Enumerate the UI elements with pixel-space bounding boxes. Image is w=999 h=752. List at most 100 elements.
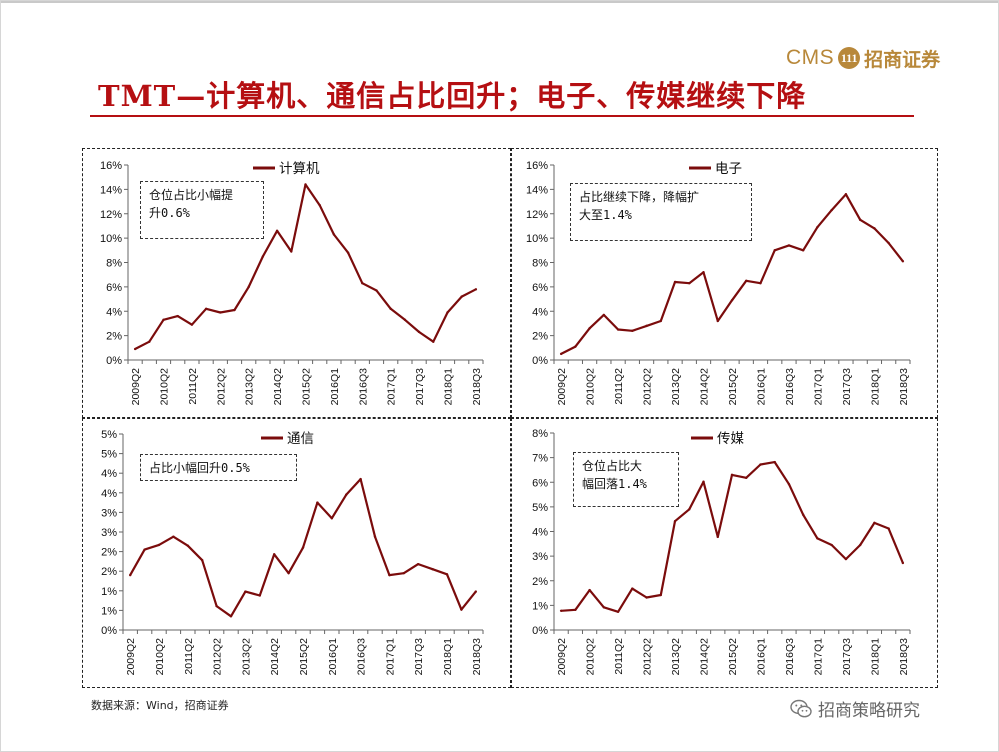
y-tick-label: 1% [532, 600, 548, 612]
y-tick-label: 2% [532, 331, 548, 343]
chart-computer: 0% 2% 4% 6% 8% 10% 12% 14% 16% 2009Q2 2010Q2 2011Q2… [100, 160, 484, 406]
top-rule [0, 0, 999, 3]
y-tick-label: 2% [532, 576, 548, 588]
data-point [148, 340, 151, 343]
data-point [244, 590, 247, 593]
y-tick-label: 1% [101, 605, 117, 617]
data-point [816, 225, 819, 229]
y-tick-label: 4% [101, 488, 117, 500]
data-point [816, 537, 819, 540]
title-underline [90, 115, 914, 117]
data-point [301, 546, 305, 549]
data-point [773, 249, 776, 252]
data-point [157, 543, 161, 547]
data-point [388, 573, 391, 577]
data-point [787, 244, 791, 247]
x-tick-label: 2017Q1 [384, 638, 396, 676]
chart-panel-computer: 0% 2% 4% 6% 8% 10% 12% 14% 16% 2009Q2 2010Q2 2011Q2… [82, 148, 511, 418]
y-tick-label: 8% [532, 428, 548, 440]
y-tick-label: 3% [101, 527, 117, 539]
chart-panel-electronics: 0% 2% 4% 6% 8% 10% 12% 14% 16% 2009Q2 2010Q2 2011Q2… [511, 148, 938, 418]
data-point [261, 255, 265, 258]
x-tick-label: 2011Q2 [613, 368, 625, 405]
x-tick-label: 2011Q2 [183, 638, 195, 675]
data-point [802, 249, 805, 252]
data-point [602, 313, 606, 317]
data-point [659, 319, 662, 323]
data-point [631, 329, 634, 332]
data-point [887, 241, 890, 245]
data-point [129, 573, 132, 577]
y-tick-label: 12% [526, 209, 548, 221]
data-point [616, 610, 620, 613]
data-point [304, 183, 307, 186]
x-tick-label: 2012Q2 [215, 368, 227, 406]
data-point [359, 477, 362, 481]
data-point [162, 318, 165, 321]
x-tick-label: 2018Q3 [898, 638, 910, 676]
x-tick-label: 2011Q2 [613, 638, 625, 675]
data-point [773, 460, 776, 464]
x-tick-label: 2015Q2 [727, 638, 739, 676]
data-point [901, 561, 905, 565]
x-tick-label: 2018Q1 [869, 368, 881, 406]
data-point [673, 280, 677, 284]
x-tick-label: 2014Q2 [269, 638, 281, 676]
data-point [402, 571, 405, 575]
data-point [830, 543, 833, 547]
data-point [373, 535, 377, 538]
data-point [460, 295, 463, 298]
x-tick-label: 2018Q3 [471, 368, 483, 406]
data-point [219, 311, 222, 314]
data-point [275, 229, 279, 233]
x-tick-label: 2011Q2 [187, 368, 199, 405]
y-tick-label: 2% [101, 547, 117, 559]
x-tick-label: 2017Q1 [812, 638, 824, 676]
x-tick-label: 2018Q1 [869, 638, 881, 676]
data-point [574, 608, 577, 612]
data-point [133, 347, 137, 351]
x-tick-label: 2016Q3 [784, 638, 796, 676]
x-tick-label: 2010Q2 [585, 368, 597, 406]
chart-panel-telecom: 0% 1% 1% 2% 2% 3% 3% 4% 4% 5% 5% 2009Q2 2010Q2 2011Q2… [82, 418, 511, 688]
chart-electronics: 0% 2% 4% 6% 8% 10% 12% 14% 16% 2009Q2 2010Q2 2011Q2… [526, 160, 911, 406]
page-title: TMT—计算机、通信占比回升；电子、传媒继续下降 [98, 79, 807, 113]
data-point [361, 282, 364, 285]
x-tick-label: 2016Q1 [755, 368, 767, 406]
data-point [229, 615, 233, 618]
data-point [201, 559, 204, 562]
data-point [186, 544, 189, 547]
x-tick-label: 2017Q3 [841, 368, 853, 406]
chart-media: 0% 1% 2% 3% 4% 5% 6% 7% 8% 2009Q2 2010Q2 2011Q2 2012… [532, 428, 911, 676]
y-tick-label: 16% [100, 160, 122, 172]
x-tick-label: 2016Q3 [356, 638, 368, 676]
data-point [716, 319, 719, 323]
y-tick-label: 0% [532, 625, 548, 637]
y-tick-label: 7% [532, 453, 548, 465]
data-point [290, 250, 293, 253]
data-point [287, 571, 290, 575]
data-point [190, 323, 194, 326]
x-tick-label: 2017Q3 [414, 368, 426, 406]
data-point [215, 604, 218, 608]
logo-latin-text: CMS [786, 46, 835, 69]
data-point [873, 521, 876, 525]
y-tick-label: 8% [106, 258, 122, 270]
y-tick-label: 0% [101, 625, 117, 637]
x-tick-label: 2009Q2 [556, 638, 568, 676]
data-point [745, 279, 748, 282]
data-point [445, 573, 449, 576]
data-point [143, 548, 146, 551]
x-tick-label: 2014Q2 [272, 368, 284, 406]
data-point [318, 204, 321, 207]
y-tick-label: 5% [101, 429, 117, 441]
x-tick-label: 2015Q2 [727, 368, 739, 406]
data-point [688, 508, 691, 511]
legend-label: 计算机 [279, 161, 320, 177]
y-tick-label: 14% [526, 184, 548, 196]
data-point [901, 260, 905, 263]
y-tick-label: 0% [532, 355, 548, 367]
data-point [460, 608, 463, 611]
y-tick-label: 4% [532, 527, 548, 539]
